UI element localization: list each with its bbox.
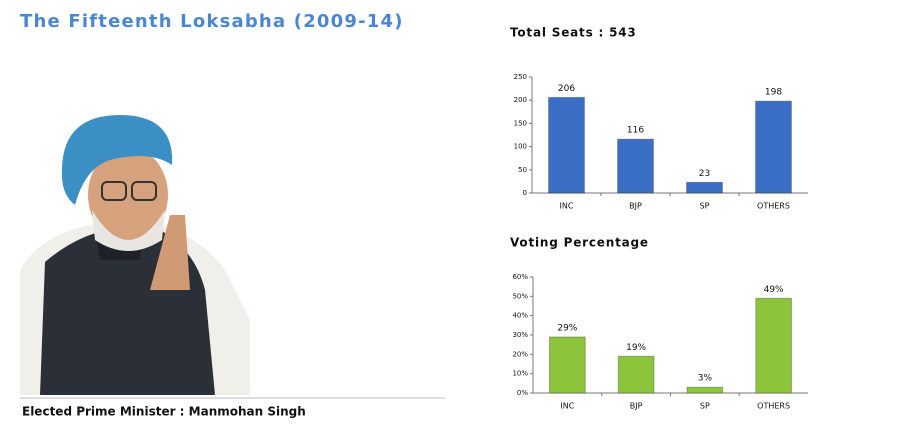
bar — [617, 138, 654, 194]
main-title: The Fifteenth Loksabha (2009-14) — [20, 11, 404, 32]
value-label: 23 — [699, 169, 710, 179]
value-label: 198 — [765, 88, 782, 98]
y-tick-label: 10% — [512, 370, 528, 378]
chart-title: Total Seats : 543 — [510, 26, 637, 40]
x-tick-label: OTHERS — [757, 402, 790, 411]
y-tick-label: 30% — [512, 331, 528, 339]
y-tick-label: 200 — [514, 96, 527, 104]
bar — [755, 100, 792, 194]
y-tick-label: 100 — [514, 143, 527, 151]
y-tick-label: 60% — [512, 273, 528, 281]
portrait — [20, 115, 250, 395]
x-tick-label: SP — [700, 202, 710, 211]
bar — [686, 181, 723, 194]
value-label: 206 — [558, 84, 575, 94]
bar — [549, 336, 586, 394]
y-tick-label: 0% — [517, 389, 528, 397]
y-tick-label: 50% — [512, 292, 528, 300]
bar — [686, 386, 724, 394]
bar — [548, 96, 585, 194]
value-label: 3% — [698, 374, 713, 384]
x-tick-label: INC — [560, 202, 574, 211]
chart-title: Voting Percentage — [510, 236, 649, 250]
y-tick-label: 50 — [518, 166, 527, 174]
bar — [755, 297, 792, 394]
x-tick-label: BJP — [630, 402, 643, 411]
y-tick-label: 0 — [523, 189, 527, 197]
x-tick-label: OTHERS — [757, 202, 790, 211]
y-tick-label: 20% — [512, 350, 528, 358]
value-label: 116 — [627, 126, 644, 136]
value-label: 19% — [626, 343, 646, 353]
y-tick-label: 250 — [514, 73, 527, 81]
x-tick-label: SP — [700, 402, 710, 411]
x-tick-label: INC — [560, 402, 574, 411]
value-label: 49% — [764, 285, 784, 295]
value-label: 29% — [557, 323, 577, 333]
bar — [617, 355, 655, 394]
x-tick-label: BJP — [629, 202, 642, 211]
caption: Elected Prime Minister : Manmohan Singh — [22, 405, 306, 419]
y-tick-label: 40% — [512, 312, 528, 320]
y-tick-label: 150 — [514, 119, 527, 127]
